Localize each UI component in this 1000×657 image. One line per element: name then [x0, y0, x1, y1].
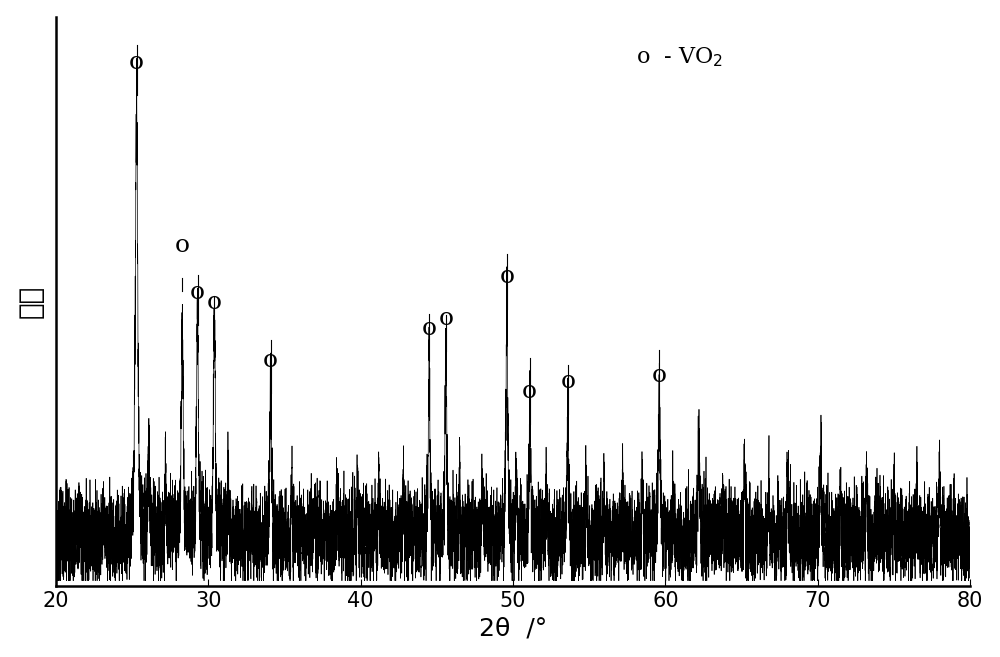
Text: o: o: [175, 234, 190, 257]
Text: o: o: [522, 380, 537, 403]
Y-axis label: 强度: 强度: [17, 284, 45, 318]
Text: o  - VO$_2$: o - VO$_2$: [636, 45, 723, 69]
Text: o: o: [422, 317, 437, 340]
X-axis label: 2θ  /°: 2θ /°: [479, 616, 547, 641]
Text: o: o: [207, 291, 222, 314]
Text: o: o: [499, 265, 514, 288]
Text: o: o: [652, 365, 667, 388]
Text: o: o: [129, 51, 144, 74]
Text: o: o: [263, 349, 278, 372]
Text: o: o: [190, 281, 205, 304]
Text: o: o: [438, 307, 453, 330]
Text: o: o: [560, 370, 575, 393]
